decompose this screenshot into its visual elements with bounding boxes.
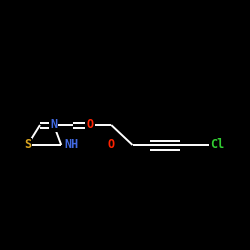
Text: O: O	[86, 118, 94, 132]
Text: S: S	[24, 138, 31, 151]
Text: N: N	[50, 118, 57, 132]
Text: O: O	[108, 138, 115, 151]
Text: Cl: Cl	[210, 138, 224, 151]
Text: NH: NH	[64, 138, 78, 151]
